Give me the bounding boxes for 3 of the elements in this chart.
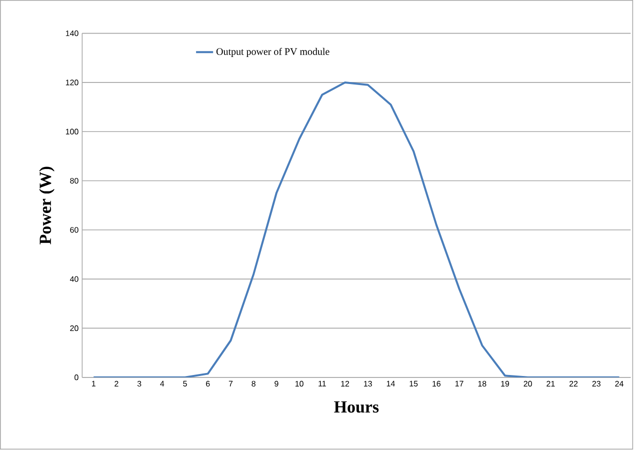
legend-label: Output power of PV module: [216, 48, 330, 58]
x-axis-title: Hours: [334, 402, 379, 413]
y-axis-title: Power (W): [39, 167, 55, 245]
